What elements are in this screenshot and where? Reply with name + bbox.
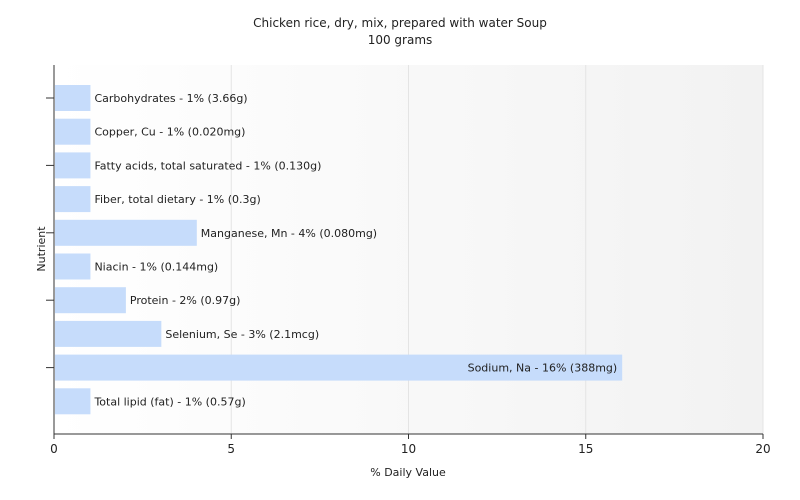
axes: 0 5 10 15 20 — [46, 65, 771, 456]
bar — [55, 186, 91, 213]
data-labels: Carbohydrates - 1% (3.66g) Copper, Cu - 1… — [93, 92, 617, 408]
bar — [55, 219, 197, 246]
data-label: Sodium, Na - 16% (388mg) — [468, 362, 618, 375]
data-label: Copper, Cu - 1% (0.020mg) — [94, 126, 245, 139]
bar — [55, 388, 91, 415]
data-label: Total lipid (fat) - 1% (0.57g) — [93, 395, 245, 408]
x-tick-label: 15 — [578, 442, 593, 456]
data-label: Manganese, Mn - 4% (0.080mg) — [201, 227, 377, 240]
bar — [55, 253, 91, 280]
data-label: Niacin - 1% (0.144mg) — [94, 261, 218, 274]
x-tick-label: 20 — [755, 442, 770, 456]
data-label: Protein - 2% (0.97g) — [130, 294, 241, 307]
data-label: Fiber, total dietary - 1% (0.3g) — [94, 193, 260, 206]
bar — [55, 320, 162, 347]
data-label: Fatty acids, total saturated - 1% (0.130… — [94, 159, 321, 172]
x-tick-label: 0 — [50, 442, 58, 456]
x-tick-label: 10 — [401, 442, 416, 456]
bar — [55, 287, 126, 314]
bars — [55, 85, 623, 415]
chart-title: Chicken rice, dry, mix, prepared with wa… — [253, 16, 547, 30]
x-tick-label: 5 — [227, 442, 235, 456]
bar — [55, 85, 91, 111]
bar — [55, 152, 91, 179]
y-axis-label: Nutrient — [35, 226, 48, 272]
data-label: Carbohydrates - 1% (3.66g) — [94, 92, 247, 105]
chart-subtitle: 100 grams — [368, 33, 433, 47]
x-axis-label: % Daily Value — [370, 466, 446, 479]
data-label: Selenium, Se - 3% (2.1mcg) — [165, 328, 319, 341]
bar — [55, 118, 91, 145]
bar — [55, 354, 623, 381]
